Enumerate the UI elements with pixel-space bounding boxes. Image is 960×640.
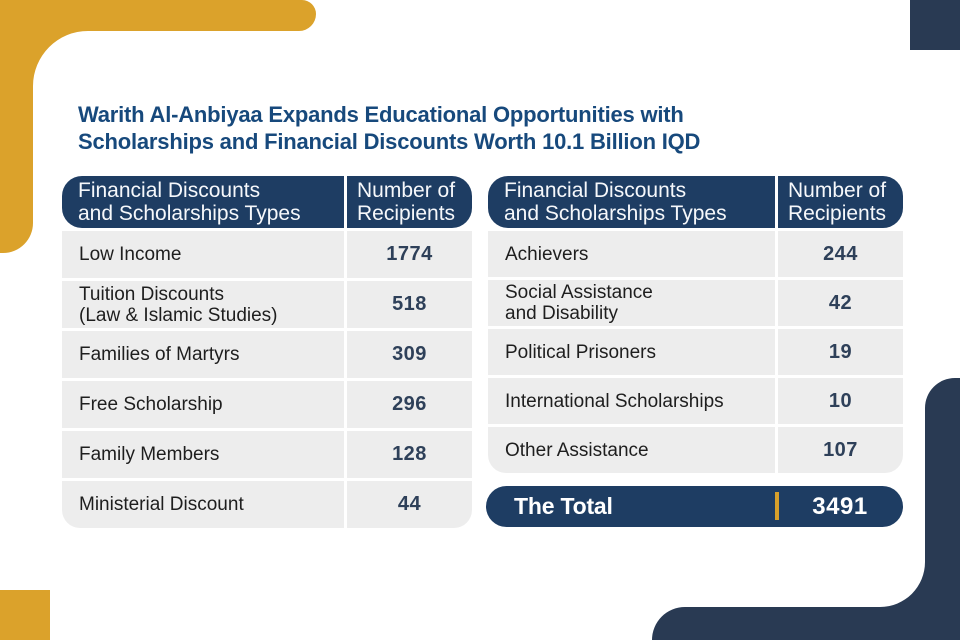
row-label: Ministerial Discount — [62, 481, 344, 528]
scholarship-table-left: Financial Discounts and Scholarships Typ… — [62, 176, 472, 531]
table-row: Family Members 128 — [62, 431, 472, 478]
table-row: Political Prisoners 19 — [488, 329, 903, 375]
row-label: Social Assistance and Disability — [488, 280, 775, 326]
row-label: Other Assistance — [488, 427, 775, 473]
row-count-value: 128 — [347, 431, 472, 478]
row-label: Achievers — [488, 231, 775, 277]
row-count-value: 10 — [778, 378, 903, 424]
total-label: The Total — [514, 493, 613, 519]
table-row: Free Scholarship 296 — [62, 381, 472, 428]
total-column-divider — [775, 492, 779, 520]
row-count-value: 44 — [347, 481, 472, 528]
row-label: Low Income — [62, 231, 344, 278]
types-column-header: Financial Discounts and Scholarships Typ… — [78, 179, 301, 225]
recipients-column-header: Number of Recipients — [357, 179, 456, 225]
table-row: Social Assistance and Disability 42 — [488, 280, 903, 326]
row-label: Tuition Discounts (Law & Islamic Studies… — [62, 281, 344, 328]
table-row: Achievers 244 — [488, 231, 903, 277]
row-count-value: 19 — [778, 329, 903, 375]
row-label: Families of Martyrs — [62, 331, 344, 378]
row-label: Free Scholarship — [62, 381, 344, 428]
gold-square-bottom-left-shape — [0, 590, 50, 640]
total-bar: The Total 3491 — [486, 486, 903, 527]
table-row: International Scholarships 10 — [488, 378, 903, 424]
scholarship-table-right: Financial Discounts and Scholarships Typ… — [488, 176, 903, 476]
types-column-header: Financial Discounts and Scholarships Typ… — [504, 179, 727, 225]
table-row: Other Assistance 107 — [488, 427, 903, 473]
row-count-value: 1774 — [347, 231, 472, 278]
row-count-value: 296 — [347, 381, 472, 428]
table-row: Families of Martyrs 309 — [62, 331, 472, 378]
page-title-line-1: Warith Al-Anbiyaa Expands Educational Op… — [78, 102, 684, 127]
row-label: Family Members — [62, 431, 344, 478]
table-row: Tuition Discounts (Law & Islamic Studies… — [62, 281, 472, 328]
total-value: 3491 — [812, 492, 868, 520]
row-count-value: 107 — [778, 427, 903, 473]
navy-square-top-right-shape — [910, 0, 960, 50]
table-header: Financial Discounts and Scholarships Typ… — [62, 176, 472, 228]
table-header: Financial Discounts and Scholarships Typ… — [488, 176, 903, 228]
table-row: Low Income 1774 — [62, 231, 472, 278]
row-count-value: 42 — [778, 280, 903, 326]
header-column-divider — [775, 176, 778, 228]
page-title: Warith Al-Anbiyaa Expands Educational Op… — [78, 101, 700, 155]
page-title-line-2: Scholarships and Financial Discounts Wor… — [78, 129, 701, 154]
row-label: Political Prisoners — [488, 329, 775, 375]
header-column-divider — [344, 176, 347, 228]
row-count-value: 244 — [778, 231, 903, 277]
row-count-value: 518 — [347, 281, 472, 328]
row-count-value: 309 — [347, 331, 472, 378]
row-label: International Scholarships — [488, 378, 775, 424]
table-row: Ministerial Discount 44 — [62, 481, 472, 528]
recipients-column-header: Number of Recipients — [788, 179, 887, 225]
